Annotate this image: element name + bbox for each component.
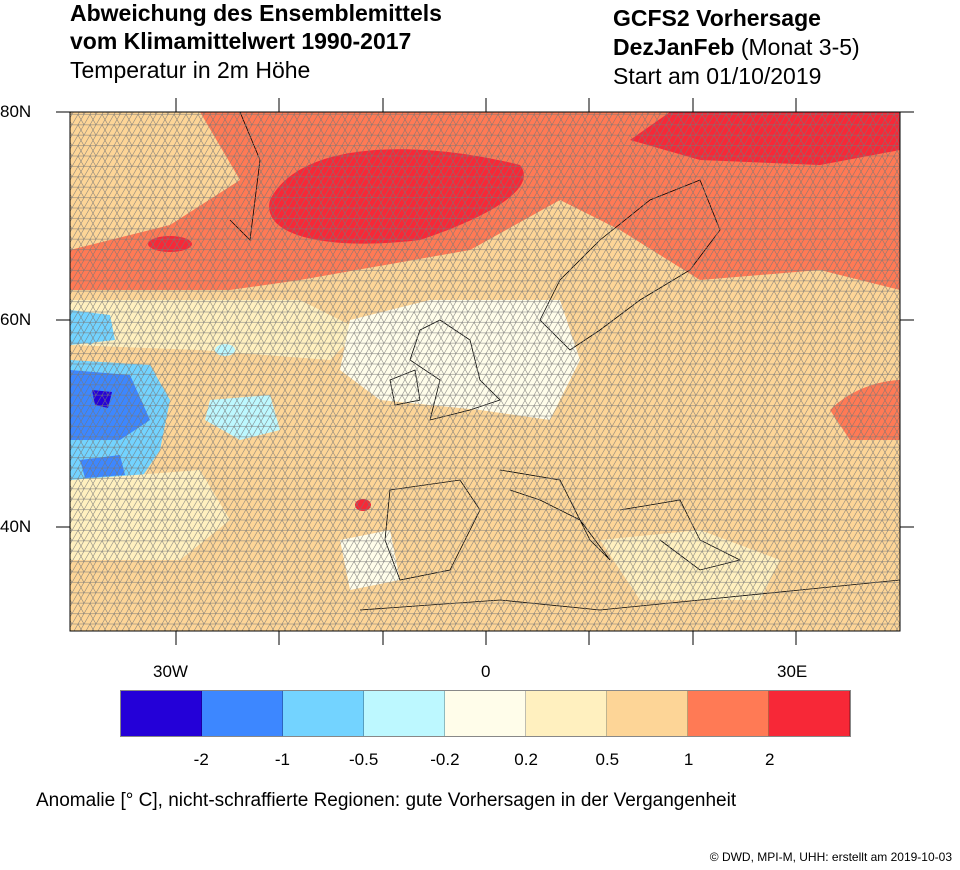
map-plot <box>56 98 914 645</box>
anomaly-field <box>70 112 900 631</box>
colorbar-swatch <box>526 691 607 736</box>
season-line: DezJanFeb (Monat 3-5) <box>613 34 860 61</box>
colorbar-swatch <box>607 691 688 736</box>
model-title: GCFS2 Vorhersage <box>613 5 821 31</box>
title-line-2: vom Klimamittelwert 1990-2017 <box>70 28 412 54</box>
colorbar-label: -0.2 <box>430 750 460 769</box>
colorbar-label: -1 <box>274 750 290 769</box>
lon-label-0: 0 <box>481 662 491 681</box>
colorbar-label: 0.5 <box>595 750 620 769</box>
map-frame <box>69 111 901 632</box>
colorbar-swatch <box>202 691 283 736</box>
colorbar-swatch <box>364 691 445 736</box>
colorbar-label: 2 <box>765 750 775 769</box>
hatching <box>70 112 900 631</box>
colorbar <box>120 690 851 737</box>
season: DezJanFeb <box>613 34 735 60</box>
title-line-3: Temperatur in 2m Höhe <box>70 57 311 83</box>
colorbar-swatch <box>445 691 526 736</box>
colorbar-swatch <box>769 691 850 736</box>
lat-label-40n: 40N <box>0 517 32 536</box>
colorbar-label: -2 <box>193 750 209 769</box>
colorbar-label: 0.2 <box>514 750 538 769</box>
map-ticks <box>56 98 914 645</box>
footer-credit: © DWD, MPI-M, UHH: erstellt am 2019-10-0… <box>709 850 952 864</box>
colorbar-swatch <box>688 691 769 736</box>
months: (Monat 3-5) <box>740 34 860 60</box>
caption: Anomalie [° C], nicht-schraffierte Regio… <box>36 790 737 811</box>
colorbar-label: 1 <box>683 750 694 769</box>
lon-label-30w: 30W <box>153 662 188 681</box>
colorbar-swatch <box>121 691 202 736</box>
start-date: Start am 01/10/2019 <box>613 63 822 89</box>
colorbar-label: -0.5 <box>349 750 379 769</box>
colorbar-swatch <box>283 691 364 736</box>
title-line-1: Abweichung des Ensemblemittels <box>70 0 442 26</box>
lon-label-30e: 30E <box>777 662 808 681</box>
lat-label-60n: 60N <box>0 310 32 329</box>
lat-label-80n: 80N <box>0 102 32 121</box>
